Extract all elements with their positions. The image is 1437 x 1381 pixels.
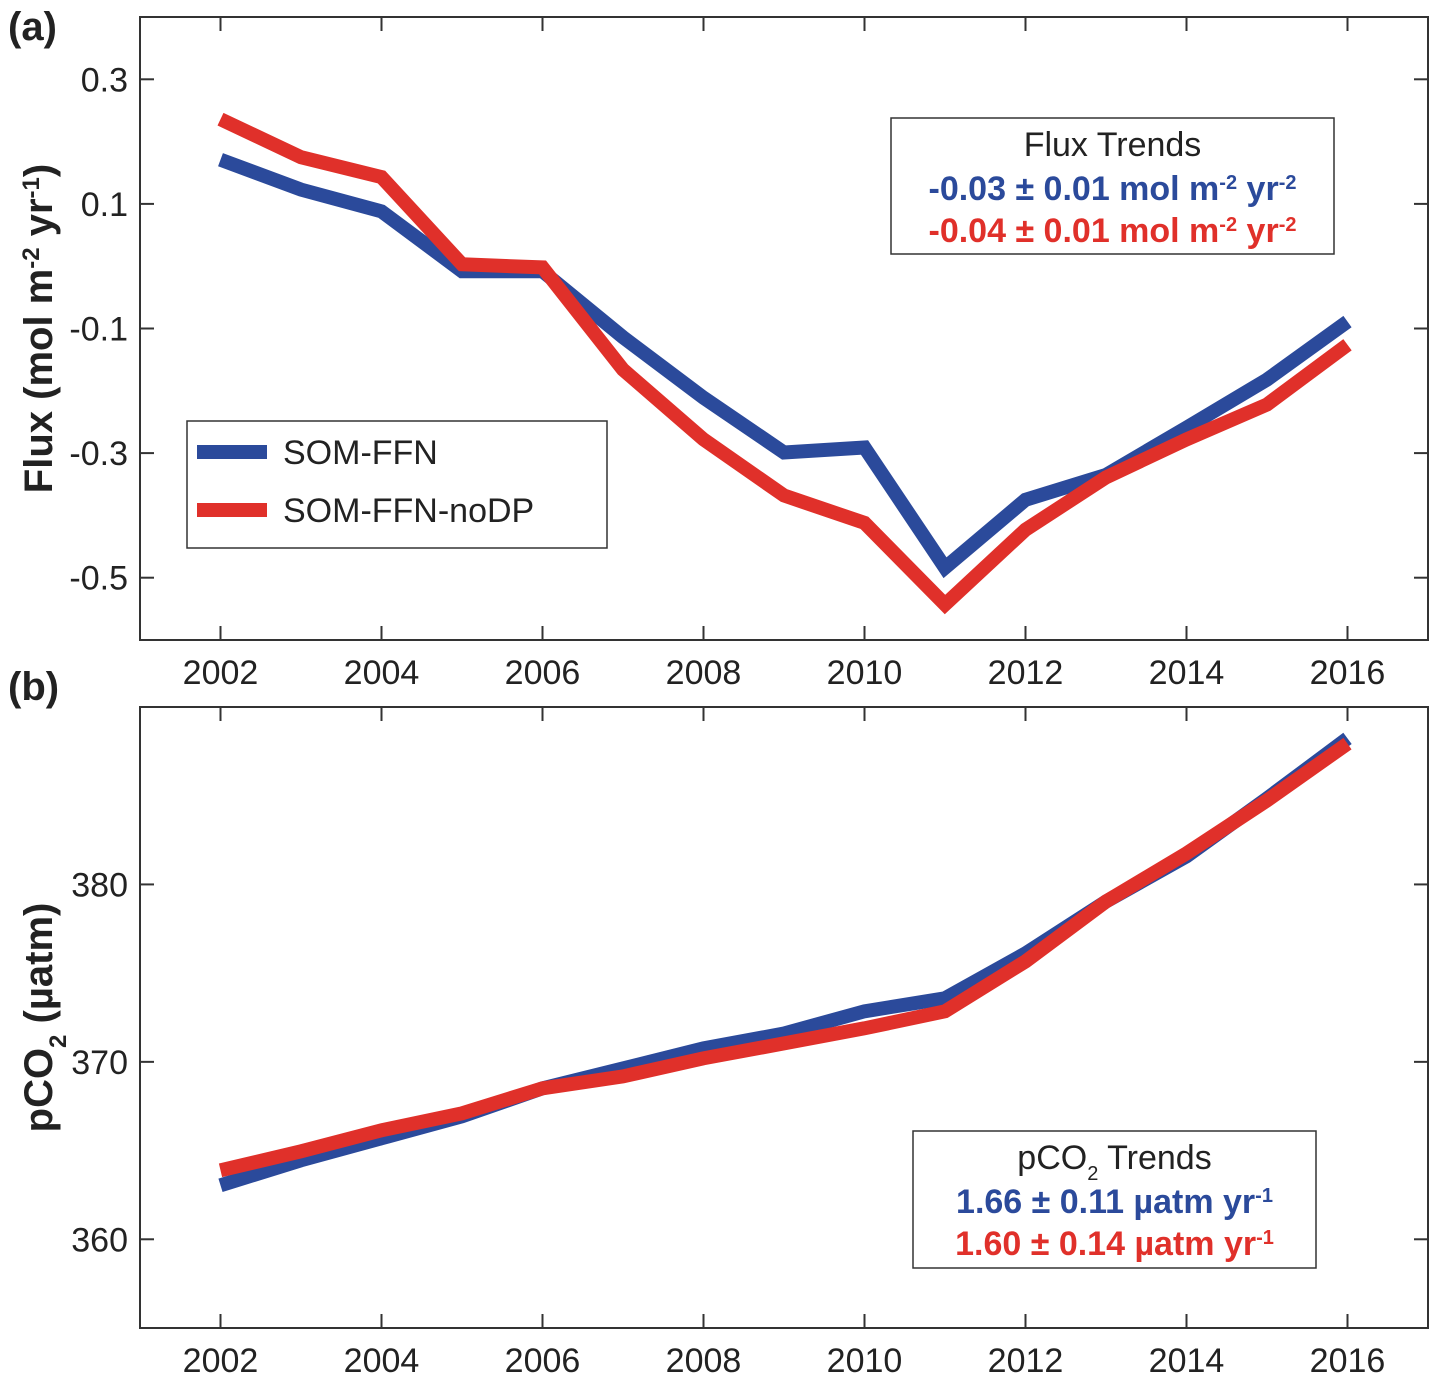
x-tick-label: 2016	[1310, 1342, 1386, 1380]
text-segment: -0.03 ± 0.01 mol m	[929, 170, 1220, 208]
text-segment: -2	[1219, 214, 1237, 236]
text-segment: -2	[18, 247, 45, 268]
panel-label: (b)	[8, 665, 59, 709]
legend-label: SOM-FFN-noDP	[283, 492, 534, 530]
text-segment: -1	[18, 177, 45, 198]
y-tick-label: -0.5	[69, 560, 128, 598]
text-segment: -0.04 ± 0.01 mol m	[929, 212, 1220, 250]
text-segment: -2	[1219, 172, 1237, 194]
x-tick-label: 2008	[666, 1342, 742, 1380]
x-tick-label: 2010	[827, 654, 903, 692]
annotation-title: Flux Trends	[1024, 126, 1202, 164]
x-tick-label: 2006	[505, 1342, 581, 1380]
text-segment: yr	[17, 198, 61, 247]
text-segment: Flux (mol m	[17, 269, 61, 493]
x-tick-label: 2004	[344, 1342, 420, 1380]
y-tick-label: 0.3	[81, 61, 128, 99]
legend-label: SOM-FFN	[283, 434, 438, 472]
y-axis-label: Flux (mol m-2 yr-1)	[17, 164, 61, 493]
text-segment: -1	[1256, 1227, 1274, 1249]
x-tick-label: 2012	[988, 1342, 1064, 1380]
annotation-box	[912, 1130, 1317, 1269]
annotation-line: 1.60 ± 0.14 µatm yr-1	[955, 1225, 1274, 1263]
x-tick-label: 2016	[1310, 654, 1386, 692]
x-tick-label: 2014	[1149, 1342, 1225, 1380]
y-tick-label: -0.1	[69, 311, 128, 349]
y-tick-label: 0.1	[81, 186, 128, 224]
text-segment: )	[17, 164, 61, 177]
text-segment: pCO	[17, 1048, 61, 1132]
x-tick-label: 2002	[183, 1342, 259, 1380]
legend-box	[186, 420, 608, 549]
panel-label: (a)	[8, 5, 57, 49]
text-segment: 1.66 ± 0.11 µatm yr	[956, 1183, 1255, 1221]
text-segment: -2	[1279, 172, 1297, 194]
x-tick-label: 2006	[505, 654, 581, 692]
series-line	[218, 737, 1352, 1178]
plot-frame	[139, 706, 1429, 1329]
annotation-title: pCO2 Trends	[1017, 1139, 1211, 1185]
x-tick-label: 2012	[988, 654, 1064, 692]
series-line	[217, 112, 1352, 615]
text-segment: Trends	[1098, 1139, 1211, 1177]
text-segment: Flux Trends	[1024, 126, 1202, 164]
annotation-line: -0.04 ± 0.01 mol m-2 yr-2	[929, 212, 1297, 250]
x-tick-label: 2004	[344, 654, 420, 692]
annotation-box	[890, 117, 1335, 255]
text-segment: pCO	[1017, 1139, 1087, 1177]
text-segment: 1.60 ± 0.14 µatm yr	[955, 1225, 1256, 1263]
series-line	[218, 732, 1352, 1192]
text-segment: yr	[1237, 212, 1279, 250]
text-segment: -1	[1255, 1185, 1273, 1207]
x-tick-label: 2008	[666, 654, 742, 692]
text-segment: 2	[45, 1035, 72, 1048]
text-segment: (µatm)	[17, 903, 61, 1035]
annotation-line: -0.03 ± 0.01 mol m-2 yr-2	[929, 170, 1297, 208]
y-tick-label: 380	[71, 866, 128, 904]
y-tick-label: -0.3	[69, 435, 128, 473]
text-segment: 2	[1087, 1163, 1098, 1185]
y-axis-label: pCO2 (µatm)	[17, 903, 72, 1133]
text-segment: -2	[1279, 214, 1297, 236]
x-tick-label: 2014	[1149, 654, 1225, 692]
annotation-line: 1.66 ± 0.11 µatm yr-1	[956, 1183, 1273, 1221]
text-segment: yr	[1237, 170, 1279, 208]
y-tick-label: 360	[71, 1221, 128, 1259]
y-tick-label: 370	[71, 1044, 128, 1082]
x-tick-label: 2010	[827, 1342, 903, 1380]
x-tick-label: 2002	[183, 654, 259, 692]
series-line	[218, 153, 1352, 579]
